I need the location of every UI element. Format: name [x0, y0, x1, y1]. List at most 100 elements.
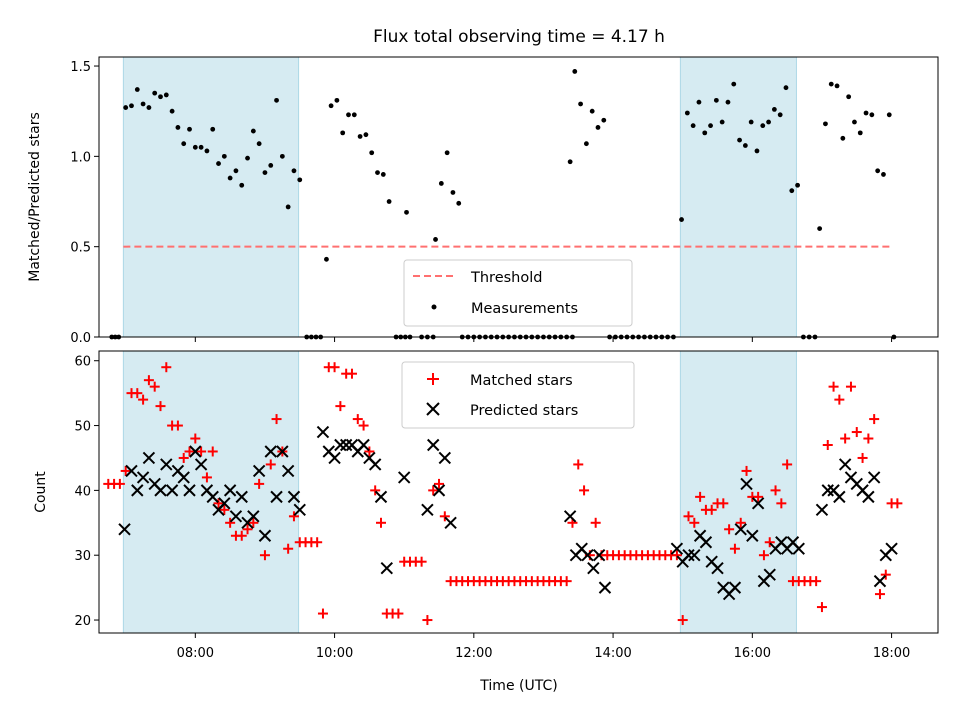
measurement-point [134, 87, 140, 92]
measurement-point [346, 112, 351, 118]
legend-threshold-label: Threshold [470, 270, 542, 286]
matched-star-marker [161, 362, 172, 373]
measurement-point [250, 128, 256, 134]
matched-star-marker [120, 465, 131, 476]
matched-star-marker [816, 602, 827, 613]
matched-star-marker [753, 491, 764, 502]
matched-star-marker [863, 433, 874, 444]
matched-star-marker [207, 446, 218, 457]
measurement-point [187, 126, 192, 132]
y-tick-label: 50 [74, 420, 91, 435]
predicted-star-marker [142, 451, 156, 465]
bottom-y-axis-label: Count [33, 471, 49, 513]
measurement-point [857, 130, 863, 136]
matched-star-marker [758, 550, 769, 561]
observing-window-shade [122, 350, 300, 634]
measurement-point [702, 130, 708, 136]
matched-star-marker [782, 459, 793, 470]
predicted-star-marker [247, 510, 260, 523]
matched-star-marker [201, 472, 212, 483]
y-tick-label: 60 [74, 355, 91, 370]
matched-star-marker [857, 452, 868, 463]
measurement-point [725, 99, 731, 105]
matched-star-marker [196, 446, 207, 457]
measurement-point [863, 110, 869, 116]
predicted-star-marker [177, 471, 190, 484]
matched-star-marker [317, 608, 328, 619]
measurement-point [719, 119, 725, 125]
measurement-point [227, 175, 233, 181]
measurement-point [210, 126, 216, 132]
measurement-point [324, 256, 329, 262]
measurement-point [748, 119, 754, 125]
top-chart-title: Flux total observing time = 4.17 h [373, 27, 665, 47]
measurement-point [742, 143, 748, 148]
measurement-point [875, 168, 881, 174]
matched-stars-points [103, 362, 903, 626]
matched-star-marker [190, 433, 201, 444]
top-legend-box [403, 259, 633, 327]
matched-star-marker [840, 433, 851, 444]
measurement-point [595, 125, 601, 130]
predicted-star-marker [862, 490, 875, 504]
predicted-star-marker [821, 484, 834, 497]
measurement-point [601, 117, 607, 123]
predicted-star-marker [746, 529, 759, 542]
measurement-point [777, 112, 783, 118]
matched-star-marker [352, 414, 363, 425]
predicted-star-marker [218, 497, 231, 510]
predicted-star-marker [873, 574, 887, 588]
predicted-star-marker [867, 471, 881, 484]
x-tick-label: 14:00 [594, 646, 631, 661]
measurement-point [828, 81, 834, 87]
predicted-star-marker [316, 425, 330, 439]
measurement-point [783, 85, 789, 91]
predicted-star-marker [682, 548, 695, 562]
predicted-star-marker [397, 471, 411, 484]
x-tick-label: 10:00 [316, 646, 353, 661]
matched-star-marker [735, 517, 746, 528]
y-tick-label: 20 [74, 614, 91, 629]
predicted-star-marker [368, 458, 382, 471]
predicted-star-marker [592, 548, 606, 562]
matched-star-marker [178, 452, 189, 463]
predicted-star-marker [125, 464, 138, 478]
matched-star-marker [776, 498, 787, 509]
predicted-star-marker [670, 542, 684, 555]
measurement-point [297, 177, 303, 183]
predicted-star-marker [740, 477, 753, 491]
matched-star-marker [718, 498, 729, 509]
top-axes-frame [98, 56, 939, 338]
matched-star-marker [114, 478, 125, 489]
matched-star-marker [724, 524, 735, 535]
matched-star-marker [683, 511, 694, 522]
predicted-star-marker [587, 561, 600, 575]
predicted-star-marker [223, 484, 237, 497]
measurement-point [291, 168, 297, 174]
measurement-point [834, 83, 840, 89]
measurement-point [846, 94, 852, 100]
matched-star-marker [375, 517, 386, 528]
measurement-point [198, 144, 204, 150]
matched-star-marker [764, 537, 775, 548]
measurement-point [840, 135, 846, 141]
measurement-point [262, 170, 268, 176]
observing-window-shade [122, 56, 300, 338]
top-panel: 0.0 0.5 1.0 1.5 Matched/Predicted stars Thr… [27, 56, 939, 346]
measurement-point [334, 97, 340, 103]
predicted-star-marker [118, 523, 131, 536]
measurement-point [771, 106, 777, 112]
predicted-star-marker [838, 458, 852, 471]
measurement-point [795, 182, 800, 188]
matched-star-marker [689, 517, 700, 528]
matched-star-marker [219, 504, 230, 515]
measurement-point [450, 190, 456, 195]
predicted-star-marker [189, 445, 202, 458]
predicted-star-marker [357, 438, 370, 452]
predicted-star-marker [563, 510, 577, 523]
x-tick-label: 18:00 [873, 646, 910, 661]
measurement-point [708, 123, 713, 129]
predicted-star-marker [183, 484, 196, 497]
matched-star-marker [149, 381, 160, 392]
measurement-point [351, 112, 357, 118]
